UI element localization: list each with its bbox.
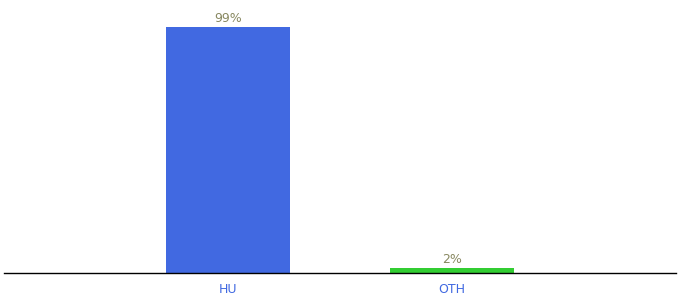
Bar [390,268,513,273]
Text: 2%: 2% [442,253,462,266]
Text: 99%: 99% [214,12,242,25]
Bar [167,27,290,273]
